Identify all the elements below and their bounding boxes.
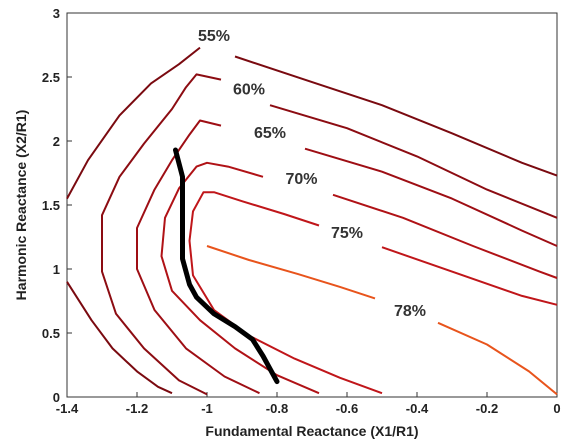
contour-label-60: 60%	[233, 82, 265, 99]
contour-label-70: 70%	[285, 171, 317, 188]
contour-label-78: 78%	[394, 303, 426, 320]
x-tick-label: -0.6	[336, 401, 358, 416]
y-tick-label: 0.5	[42, 326, 60, 341]
y-tick-label: 0	[53, 390, 60, 405]
x-tick-label: -1.4	[56, 401, 79, 416]
y-axis-label: Harmonic Reactance (X2/R1)	[13, 110, 29, 301]
plot-frame	[66, 12, 558, 398]
x-axis-label: Fundamental Reactance (X1/R1)	[205, 423, 418, 439]
y-tick-label: 1	[53, 262, 60, 277]
x-tick-label: -1.2	[126, 401, 148, 416]
contour-line-55	[66, 46, 558, 395]
contour-line-60	[101, 73, 558, 396]
contour-label-75: 75%	[331, 225, 363, 242]
contour-labels: 55% 60% 65% 70% 75% 78%	[198, 28, 426, 320]
y-tick-label: 3	[53, 6, 60, 21]
y-tick-label: 2.5	[42, 70, 60, 85]
contour-line-70	[160, 161, 558, 395]
trajectory-line	[173, 147, 280, 385]
contour-label-55: 55%	[198, 28, 230, 45]
contour-lines	[66, 46, 558, 396]
x-tick-label: 0	[553, 401, 560, 416]
x-tick-label: -1	[201, 401, 213, 416]
x-tick-label: -0.2	[476, 401, 498, 416]
x-tick-label: -0.4	[406, 401, 429, 416]
contour-line-65	[136, 119, 558, 395]
y-tick-label: 2	[53, 134, 60, 149]
contour-label-65: 65%	[254, 125, 286, 142]
trajectory-layer	[173, 147, 280, 385]
contour-line-78	[206, 245, 558, 396]
y-tick-label: 1.5	[42, 198, 60, 213]
contour-line-75	[188, 191, 558, 395]
y-axis: 0 0.5 1 1.5 2 2.5 3	[42, 6, 72, 405]
x-tick-label: -0.8	[266, 401, 288, 416]
x-axis: -1.4 -1.2 -1 -0.8 -0.6 -0.4 -0.2 0	[56, 392, 561, 416]
